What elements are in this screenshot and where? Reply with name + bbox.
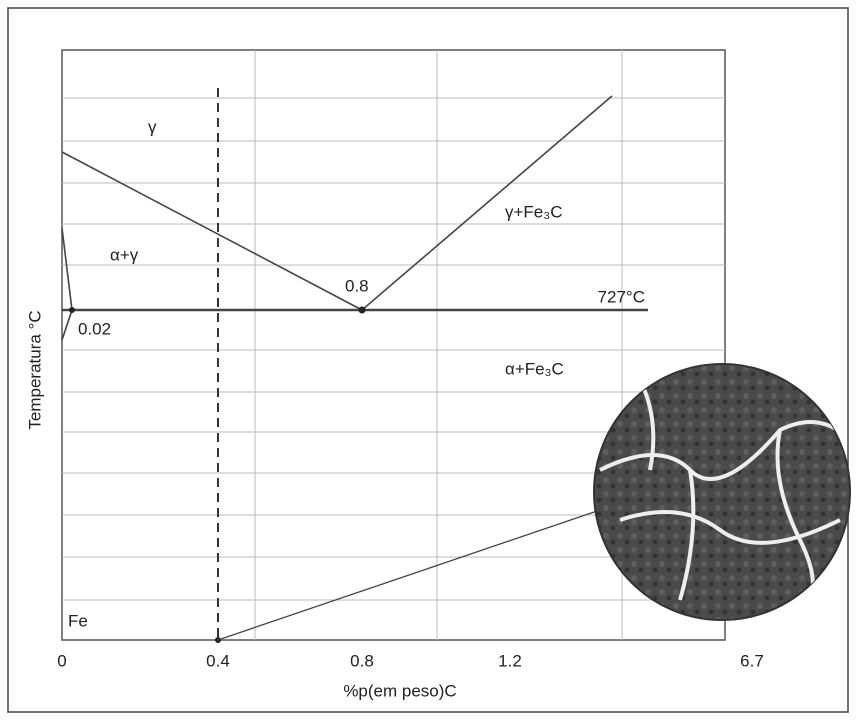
x-axis-title: %p(em peso)C bbox=[343, 681, 456, 700]
solubility-point bbox=[69, 307, 75, 313]
point-label: 0.8 bbox=[345, 276, 369, 295]
x-tick-label: 1.2 bbox=[498, 651, 522, 670]
x-tick-label: 0 bbox=[57, 651, 66, 670]
micrograph bbox=[594, 364, 850, 620]
phase-diagram: γ α+γ γ+Fe₃C α+Fe₃C 0.8 727°C 0.02 Fe 0 … bbox=[0, 0, 856, 721]
iron-label: Fe bbox=[68, 611, 88, 630]
x-tick-label: 0.4 bbox=[206, 651, 230, 670]
phase-label: α+γ bbox=[110, 245, 139, 264]
point-label: 727°C bbox=[598, 287, 645, 306]
eutectoid-point bbox=[359, 307, 366, 314]
point-label: 0.02 bbox=[78, 319, 111, 338]
x-tick-label: 6.7 bbox=[740, 651, 764, 670]
phase-label: γ bbox=[148, 117, 157, 136]
y-axis-title: Temperatura °C bbox=[25, 310, 44, 429]
x-tick-label: 0.8 bbox=[350, 651, 374, 670]
phase-label: γ+Fe₃C bbox=[505, 202, 562, 221]
phase-label: α+Fe₃C bbox=[505, 359, 564, 378]
